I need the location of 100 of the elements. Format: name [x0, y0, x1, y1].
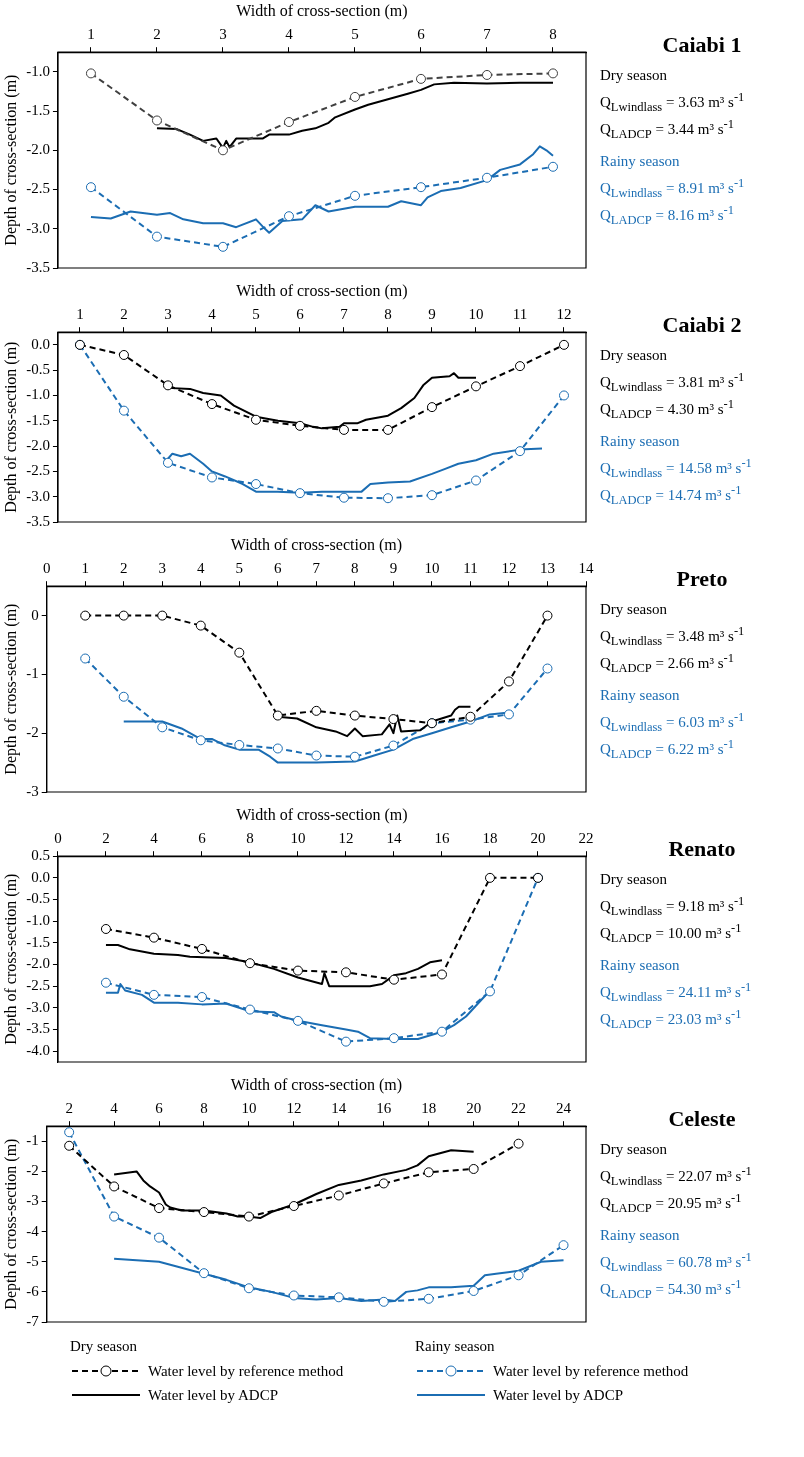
text: Dry season: [600, 346, 669, 365]
x-tick-label: 13: [539, 560, 555, 577]
x-tick-label: 0: [54, 830, 62, 847]
y-tick-label: -2.5: [26, 180, 50, 197]
text: Q$_{LADCP}$ = 23.03 m³ s$^{-1}$: [600, 1007, 743, 1031]
text: Caiabi 2: [661, 312, 743, 338]
x-tick-label: 9: [389, 560, 398, 577]
x-tick-label: 14: [331, 1100, 347, 1117]
x-tick-label: 7: [340, 306, 349, 323]
x-tick-label: 10: [468, 306, 484, 323]
x-tick-label: 16: [376, 1100, 392, 1117]
y-tick-label: 0.0: [31, 868, 50, 885]
y-tick-label: -1.0: [26, 386, 50, 403]
text: Rainy season: [600, 152, 681, 171]
x-axis-title: Width of cross-section (m): [236, 1, 408, 20]
x-tick-label: 4: [285, 26, 294, 43]
y-axis-title: Depth of cross-section (m): [1, 74, 20, 246]
y-axis-title: Depth of cross-section (m): [1, 873, 20, 1045]
text: Q$_{LADCP}$ = 3.44 m³ s$^{-1}$: [600, 117, 735, 141]
text: Rainy season: [600, 1226, 681, 1245]
text: Dry season: [600, 600, 669, 619]
y-tick-label: -3.0: [26, 487, 50, 504]
text: Q$_{Lwindlass}$ = 3.48 m³ s$^{-1}$: [600, 624, 746, 648]
y-tick-label: -1: [26, 1132, 39, 1149]
x-tick-label: 10: [241, 1100, 257, 1117]
x-tick-label: 3: [164, 306, 172, 323]
y-tick-label: -7: [26, 1312, 40, 1329]
x-tick-label: 1: [76, 306, 84, 323]
text: Q$_{Lwindlass}$ = 3.81 m³ s$^{-1}$: [600, 370, 746, 394]
text: Caiabi 1: [661, 32, 743, 58]
y-axis-title: Depth of cross-section (m): [1, 1138, 20, 1310]
legend-label: Water level by ADCP: [148, 1386, 279, 1404]
x-tick-label: 5: [252, 306, 260, 323]
y-tick-label: -1.0: [26, 912, 50, 929]
text: Q$_{LADCP}$ = 10.00 m³ s$^{-1}$: [600, 921, 743, 945]
x-axis-title: Width of cross-section (m): [236, 805, 408, 824]
text: Q$_{LADCP}$ = 4.30 m³ s$^{-1}$: [600, 397, 735, 421]
y-tick-label: -3: [26, 782, 39, 799]
y-tick-label: -1: [26, 665, 39, 682]
text: Dry season: [70, 1338, 139, 1355]
y-tick-label: -2.5: [26, 977, 50, 994]
y-tick-label: -4: [26, 1222, 40, 1239]
y-tick-label: -0.5: [26, 890, 50, 907]
x-tick-label: 8: [246, 830, 254, 847]
legend-label: Water level by reference method: [148, 1362, 344, 1380]
x-tick-label: 8: [351, 560, 359, 577]
x-tick-label: 10: [424, 560, 440, 577]
text: Q$_{LADCP}$ = 20.95 m³ s$^{-1}$: [600, 1191, 743, 1215]
x-tick-label: 2: [65, 1100, 73, 1117]
y-tick-label: -3: [26, 1192, 39, 1209]
x-tick-label: 12: [338, 830, 354, 847]
x-tick-label: 12: [556, 306, 572, 323]
y-tick-label: -2: [26, 724, 39, 741]
y-tick-label: -1.0: [26, 62, 50, 79]
x-tick-label: 10: [290, 830, 306, 847]
x-axis-title: Width of cross-section (m): [230, 535, 402, 554]
x-tick-label: 5: [235, 560, 244, 577]
x-tick-label: 22: [578, 830, 594, 847]
x-tick-label: 4: [197, 560, 206, 577]
x-tick-label: 20: [530, 830, 546, 847]
x-tick-label: 11: [463, 560, 478, 577]
x-tick-label: 18: [421, 1100, 437, 1117]
text: Rainy season: [600, 432, 681, 451]
text: Q$_{Lwindlass}$ = 6.03 m³ s$^{-1}$: [600, 710, 746, 734]
x-tick-label: 7: [312, 560, 321, 577]
text: Renato: [667, 836, 737, 862]
y-tick-label: -3.5: [26, 1020, 50, 1037]
x-tick-label: 4: [208, 306, 217, 323]
x-tick-label: 2: [102, 830, 110, 847]
x-tick-label: 6: [274, 560, 283, 577]
y-tick-label: -2.0: [26, 955, 50, 972]
y-tick-label: -3.5: [26, 512, 50, 529]
x-tick-label: 24: [556, 1100, 572, 1117]
text: Rainy season: [600, 686, 681, 705]
legend-label: Water level by reference method: [493, 1362, 689, 1380]
x-tick-label: 14: [386, 830, 402, 847]
x-tick-label: 3: [219, 26, 227, 43]
text: Q$_{Lwindlass}$ = 3.63 m³ s$^{-1}$: [600, 90, 746, 114]
text: Q$_{LADCP}$ = 14.74 m³ s$^{-1}$: [600, 483, 743, 507]
text: Dry season: [600, 66, 669, 85]
text: Q$_{Lwindlass}$ = 22.07 m³ s$^{-1}$: [600, 1164, 753, 1188]
x-tick-label: 7: [483, 26, 492, 43]
y-axis-title: Depth of cross-section (m): [1, 603, 20, 775]
text: Q$_{LADCP}$ = 6.22 m³ s$^{-1}$: [600, 737, 735, 761]
text: Q$_{Lwindlass}$ = 14.58 m³ s$^{-1}$: [600, 456, 753, 480]
y-tick-label: -3.0: [26, 998, 50, 1015]
x-tick-label: 12: [501, 560, 517, 577]
x-tick-label: 20: [466, 1100, 482, 1117]
y-tick-label: -1.5: [26, 101, 50, 118]
y-tick-label: -2.5: [26, 462, 50, 479]
x-tick-label: 9: [428, 306, 436, 323]
x-tick-label: 8: [549, 26, 557, 43]
text: Dry season: [600, 1140, 669, 1159]
y-tick-label: -3.0: [26, 219, 50, 236]
x-tick-label: 6: [296, 306, 305, 323]
text: Q$_{LADCP}$ = 2.66 m³ s$^{-1}$: [600, 651, 735, 675]
x-tick-label: 6: [198, 830, 207, 847]
x-tick-label: 18: [482, 830, 498, 847]
x-tick-label: 6: [417, 26, 426, 43]
y-tick-label: -2: [26, 1162, 39, 1179]
